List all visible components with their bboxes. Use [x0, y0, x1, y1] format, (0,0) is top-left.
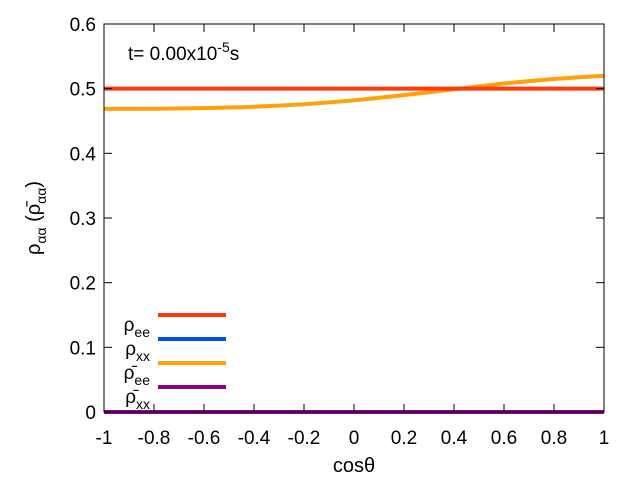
x-tick-label: -1 [96, 428, 113, 449]
time-annotation-exponent: -5 [217, 39, 230, 55]
x-tick-label: 0.2 [391, 428, 417, 449]
legend-label: ρxx [125, 339, 150, 364]
legend-item: ρ̄xx [125, 385, 226, 412]
x-tick-label: 0 [349, 428, 360, 449]
legend-label: ρ̄xx [125, 387, 150, 412]
series-rhoee-line [103, 73, 605, 111]
tick-layer: -1 -0.8 -0.6 -0.4 -0.2 0 0.2 0.4 0.6 0.8 1 0 0.1 0.2 0… [70, 15, 610, 449]
y-axis-title: ραα (ρ̄αα) [23, 181, 49, 255]
legend-item: ρee [124, 313, 226, 340]
y-tick-label: 0.4 [70, 144, 97, 165]
time-annotation-suffix: s [230, 44, 240, 65]
x-tick-label: 0.4 [441, 428, 468, 449]
y-axis-title-bar-base: ρ̄ [23, 201, 45, 215]
x-tick-label: 0.8 [541, 428, 567, 449]
legend-item: ρxx [125, 337, 226, 364]
y-axis-title-close: ) [23, 181, 45, 188]
y-tick-label: 0.1 [70, 338, 96, 359]
x-tick-label: 1 [599, 428, 610, 449]
time-annotation-prefix: t= 0.00x10 [128, 44, 217, 65]
x-tick-label: -0.6 [188, 428, 221, 449]
y-tick-label: 0.3 [70, 209, 96, 230]
x-tick-label: -0.4 [238, 428, 271, 449]
y-axis-title-base: ρ [23, 244, 45, 255]
y-axis-title-open: ( [23, 215, 45, 228]
x-tick-label: -0.2 [288, 428, 321, 449]
y-tick-label: 0.2 [70, 274, 96, 295]
legend-item: ρ̄ee [124, 361, 226, 388]
y-tick-label: 0.6 [70, 15, 96, 36]
time-annotation: t= 0.00x10-5s [128, 39, 239, 65]
x-tick-label: 0.6 [491, 428, 517, 449]
y-axis-title-sub: αα [33, 227, 49, 243]
legend-label: ρee [124, 315, 151, 340]
y-axis-title-bar-sub: αα [33, 188, 49, 204]
y-tick-label: 0 [85, 403, 96, 424]
y-tick-label: 0.5 [70, 80, 96, 101]
x-axis-title: cosθ [333, 455, 375, 477]
x-tick-label: -0.8 [138, 428, 171, 449]
legend-label: ρ̄ee [124, 363, 151, 388]
